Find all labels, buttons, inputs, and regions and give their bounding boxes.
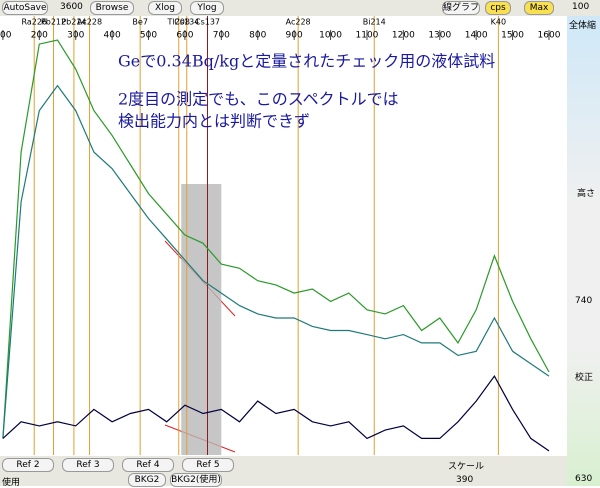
nuclide-label: Ac228 bbox=[286, 18, 311, 27]
x-tick-label: 700 bbox=[213, 31, 230, 41]
annotation: 検出能力内とは判断できず bbox=[118, 112, 310, 131]
spectrum-line bbox=[2, 84, 550, 439]
x-tick-label: 900 bbox=[286, 31, 303, 41]
nuclide-label: Cs134 bbox=[174, 18, 199, 27]
x-tick-label: 100 bbox=[0, 31, 12, 41]
spectrum-line bbox=[2, 39, 550, 439]
cps-button[interactable]: cps bbox=[485, 1, 511, 15]
x-tick-label: 1200 bbox=[392, 31, 415, 41]
roi bbox=[181, 184, 222, 455]
calib-value: 630 bbox=[575, 474, 593, 484]
x-tick-label: 800 bbox=[249, 31, 266, 41]
time-value: 3600 bbox=[60, 2, 83, 12]
x-tick-label: 400 bbox=[104, 31, 121, 41]
nuclide-label: Tl208 bbox=[167, 18, 190, 27]
scale-label: スケール bbox=[448, 462, 485, 472]
nuclide-label: Bi214 bbox=[363, 18, 386, 27]
ref-button[interactable]: Ref 4 bbox=[122, 458, 174, 472]
x-tick-label: 300 bbox=[67, 31, 84, 41]
x-tick-label: 1500 bbox=[501, 31, 524, 41]
bkg2-button[interactable]: BKG2 bbox=[128, 473, 166, 487]
graph-button[interactable]: 線グラフ bbox=[442, 1, 480, 15]
x-tick-label: 1000 bbox=[319, 31, 342, 41]
ref-button[interactable]: Ref 2 bbox=[2, 458, 54, 472]
zoom-label: 全体縮 bbox=[569, 21, 597, 31]
x-tick-label: 1600 bbox=[538, 31, 561, 41]
x-tick-label: 1300 bbox=[428, 31, 451, 41]
autosave-button[interactable]: AutoSave bbox=[2, 1, 48, 15]
spectrum-line bbox=[2, 374, 550, 452]
top-value: 100 bbox=[572, 2, 590, 12]
annotation: 2度目の測定でも、このスペクトルでは bbox=[118, 90, 399, 109]
ylog-toggle[interactable]: Ylog bbox=[190, 1, 224, 15]
browse-button[interactable]: Browse bbox=[90, 1, 134, 15]
nuclide-label: K40 bbox=[491, 18, 506, 27]
bkg2-use-button[interactable]: BKG2(使用) bbox=[170, 473, 222, 487]
x-tick-label: 1100 bbox=[356, 31, 379, 41]
x-tick-label: 600 bbox=[176, 31, 193, 41]
nuclide-label: Be7 bbox=[132, 18, 148, 27]
toolbar: AutoSave 3600 Browse Xlog Ylog 線グラフ cps … bbox=[0, 0, 600, 16]
nuclide-label: Pb214 bbox=[61, 18, 86, 27]
scale-value: 390 bbox=[456, 475, 474, 485]
height-value: 740 bbox=[575, 296, 593, 306]
nuclide-label: Ra226 bbox=[21, 18, 47, 27]
nuclide-label: Ac228 bbox=[77, 18, 102, 27]
ref-button[interactable]: Ref 3 bbox=[62, 458, 114, 472]
calib-label: 校正 bbox=[575, 373, 594, 383]
nuclide-label: Cs137 bbox=[195, 18, 220, 27]
annotation: Geで0.34Bq/kgと定量されたチェック用の液体試料 bbox=[118, 52, 495, 71]
use-label: 使用 bbox=[2, 478, 21, 488]
side-panel: 全体縮 高さ 740 校正 630 bbox=[567, 16, 600, 486]
x-tick-label: 1400 bbox=[465, 31, 488, 41]
x-tick-label: 200 bbox=[31, 31, 48, 41]
x-tick-label: 500 bbox=[140, 31, 157, 41]
max-button[interactable]: Max bbox=[524, 1, 554, 15]
height-label: 高さ bbox=[577, 189, 596, 199]
bottom-bar: スケール 390 使用 BKG2 BKG2(使用) Ref 2 Ref 3 Ref … bbox=[0, 456, 567, 488]
ref-button[interactable]: Ref 5 bbox=[182, 458, 234, 472]
plot-area bbox=[0, 40, 567, 456]
xlog-toggle[interactable]: Xlog bbox=[148, 1, 182, 15]
nuclide-label: Pb212 bbox=[41, 18, 66, 27]
